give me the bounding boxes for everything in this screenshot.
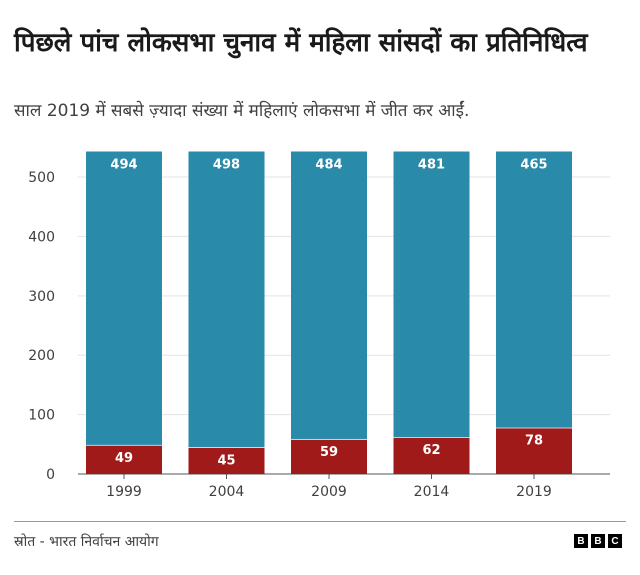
x-tick-label: 2014 (414, 484, 450, 500)
data-label: 45 (217, 453, 235, 468)
data-label: 498 (213, 158, 240, 173)
data-label: 494 (110, 158, 137, 173)
y-tick-label: 200 (28, 348, 55, 364)
data-label: 59 (320, 445, 338, 460)
y-tick-label: 500 (28, 170, 55, 186)
y-tick-label: 100 (28, 408, 55, 424)
source-note: स्रोत - भारत निर्वाचन आयोग (14, 534, 159, 550)
y-tick-label: 0 (46, 467, 55, 483)
y-tick-label: 400 (28, 229, 55, 245)
data-label: 62 (422, 443, 440, 458)
bar-segment (393, 437, 470, 474)
bar-segment (188, 151, 265, 448)
bar-segment (496, 151, 572, 428)
x-tick-label: 2009 (311, 484, 347, 500)
x-tick-label: 2004 (209, 484, 245, 500)
data-label: 78 (525, 434, 543, 449)
bar-segment (393, 151, 470, 438)
data-label: 481 (418, 158, 445, 173)
bar-segment (291, 151, 367, 439)
bar-segment (188, 447, 265, 474)
x-tick-label: 1999 (106, 484, 142, 500)
footer-divider (14, 521, 626, 522)
bar-segment (496, 427, 572, 474)
data-label: 484 (315, 158, 342, 173)
x-tick-label: 2019 (516, 484, 552, 500)
data-label: 465 (520, 158, 547, 173)
data-label: 49 (115, 451, 133, 466)
chart-subtitle: साल 2019 में सबसे ज़्यादा संख्या में महि… (14, 101, 470, 121)
y-tick-label: 300 (28, 289, 55, 305)
bar-segment (86, 151, 162, 445)
bar-segment (291, 438, 367, 474)
chart-title: पिछले पांच लोकसभा चुनाव में महिला सांसदो… (14, 28, 588, 58)
bar-segment (86, 444, 162, 474)
